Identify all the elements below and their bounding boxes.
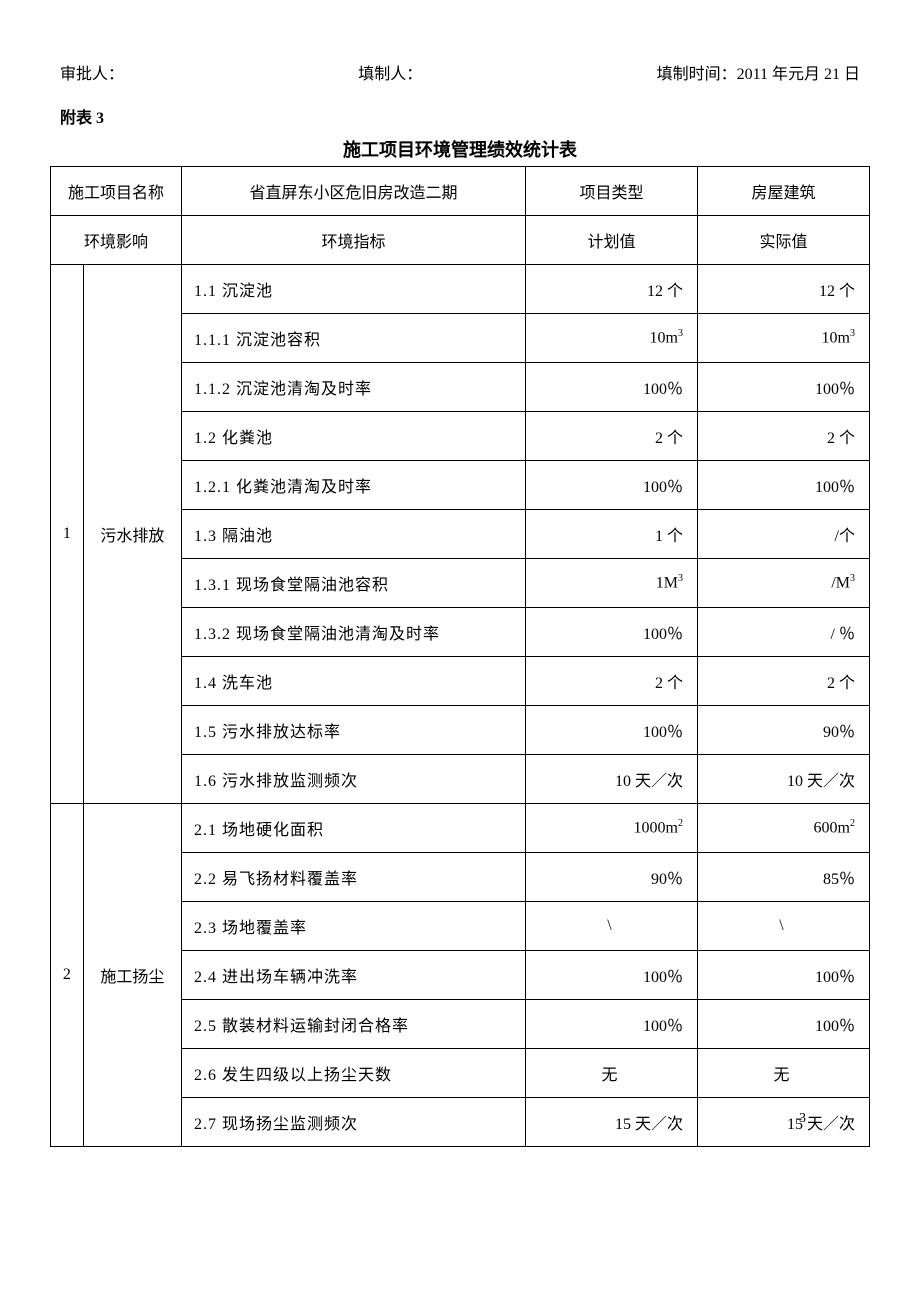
table-cell: 10m3 bbox=[526, 314, 698, 363]
table-cell: 1.3 隔油池 bbox=[182, 510, 526, 559]
table-cell: 100％ bbox=[526, 608, 698, 657]
table-cell: 1.3.1 现场食堂隔油池容积 bbox=[182, 559, 526, 608]
table-cell: 污水排放 bbox=[83, 265, 181, 804]
table-cell: 2 个 bbox=[697, 412, 869, 461]
table-cell: 实际值 bbox=[697, 216, 869, 265]
table-cell: 1 bbox=[51, 265, 84, 804]
table-cell: 环境影响 bbox=[51, 216, 182, 265]
table-cell: 省直屏东小区危旧房改造二期 bbox=[182, 167, 526, 216]
table-cell: 1.1 沉淀池 bbox=[182, 265, 526, 314]
table-cell: 2.6 发生四级以上扬尘天数 bbox=[182, 1049, 526, 1098]
table-cell: 100％ bbox=[697, 1000, 869, 1049]
table-cell: 计划值 bbox=[526, 216, 698, 265]
table-cell: 10 天／次 bbox=[526, 755, 698, 804]
preparer-label: 填制人： bbox=[358, 60, 422, 84]
table-cell: 10m3 bbox=[697, 314, 869, 363]
table-cell: \ bbox=[526, 902, 698, 951]
table-cell: 1.3.2 现场食堂隔油池清淘及时率 bbox=[182, 608, 526, 657]
table-cell: 85％ bbox=[697, 853, 869, 902]
table-cell: / ％ bbox=[697, 608, 869, 657]
attachment-label: 附表 3 bbox=[50, 104, 870, 128]
table-cell: 100％ bbox=[526, 706, 698, 755]
table-cell: 环境指标 bbox=[182, 216, 526, 265]
table-cell: 100％ bbox=[697, 363, 869, 412]
table-cell: 1 个 bbox=[526, 510, 698, 559]
approver-label: 审批人： bbox=[60, 60, 124, 84]
page-number: 3 bbox=[799, 1111, 806, 1127]
table-cell: 项目类型 bbox=[526, 167, 698, 216]
table-title: 施工项目环境管理绩效统计表 bbox=[50, 136, 870, 162]
table-cell: 2 个 bbox=[526, 657, 698, 706]
table-cell: 房屋建筑 bbox=[697, 167, 869, 216]
table-cell: 100％ bbox=[697, 951, 869, 1000]
table-cell: 1.1.2 沉淀池清淘及时率 bbox=[182, 363, 526, 412]
table-cell: 2 个 bbox=[526, 412, 698, 461]
table-cell: 15 天／次 bbox=[697, 1098, 869, 1147]
table-cell: 1000m2 bbox=[526, 804, 698, 853]
table-cell: \ bbox=[697, 902, 869, 951]
table-cell: 2.4 进出场车辆冲洗率 bbox=[182, 951, 526, 1000]
table-row: 环境影响环境指标计划值实际值 bbox=[51, 216, 870, 265]
table-cell: /个 bbox=[697, 510, 869, 559]
table-cell: 100％ bbox=[526, 363, 698, 412]
table-cell: 10 天／次 bbox=[697, 755, 869, 804]
table-cell: 12 个 bbox=[697, 265, 869, 314]
table-cell: 施工扬尘 bbox=[83, 804, 181, 1147]
table-cell: 100％ bbox=[526, 461, 698, 510]
table-cell: 90％ bbox=[697, 706, 869, 755]
table-cell: 1.2.1 化粪池清淘及时率 bbox=[182, 461, 526, 510]
table-row: 施工项目名称省直屏东小区危旧房改造二期项目类型房屋建筑 bbox=[51, 167, 870, 216]
table-cell: 1.6 污水排放监测频次 bbox=[182, 755, 526, 804]
table-cell: 1.5 污水排放达标率 bbox=[182, 706, 526, 755]
performance-table: 施工项目名称省直屏东小区危旧房改造二期项目类型房屋建筑环境影响环境指标计划值实际… bbox=[50, 166, 870, 1147]
table-cell: 600m2 bbox=[697, 804, 869, 853]
table-cell: 2.7 现场扬尘监测频次 bbox=[182, 1098, 526, 1147]
table-cell: 12 个 bbox=[526, 265, 698, 314]
table-cell: 2 个 bbox=[697, 657, 869, 706]
table-cell: 1.1.1 沉淀池容积 bbox=[182, 314, 526, 363]
table-cell: 15 天／次 bbox=[526, 1098, 698, 1147]
table-cell: 2.2 易飞扬材料覆盖率 bbox=[182, 853, 526, 902]
table-row: 2施工扬尘2.1 场地硬化面积1000m2600m2 bbox=[51, 804, 870, 853]
table-cell: 2.3 场地覆盖率 bbox=[182, 902, 526, 951]
header-row: 审批人： 填制人： 填制时间：2011 年元月 21 日 bbox=[50, 60, 870, 84]
table-row: 1污水排放1.1 沉淀池12 个12 个 bbox=[51, 265, 870, 314]
table-cell: 90％ bbox=[526, 853, 698, 902]
table-cell: 100％ bbox=[697, 461, 869, 510]
table-cell: 2 bbox=[51, 804, 84, 1147]
table-cell: 施工项目名称 bbox=[51, 167, 182, 216]
table-cell: 2.5 散装材料运输封闭合格率 bbox=[182, 1000, 526, 1049]
date-label: 填制时间：2011 年元月 21 日 bbox=[657, 60, 860, 84]
table-cell: /M3 bbox=[697, 559, 869, 608]
table-cell: 2.1 场地硬化面积 bbox=[182, 804, 526, 853]
table-cell: 1M3 bbox=[526, 559, 698, 608]
table-cell: 无 bbox=[526, 1049, 698, 1098]
table-cell: 1.4 洗车池 bbox=[182, 657, 526, 706]
table-cell: 无 bbox=[697, 1049, 869, 1098]
table-cell: 1.2 化粪池 bbox=[182, 412, 526, 461]
table-cell: 100％ bbox=[526, 1000, 698, 1049]
table-cell: 100％ bbox=[526, 951, 698, 1000]
